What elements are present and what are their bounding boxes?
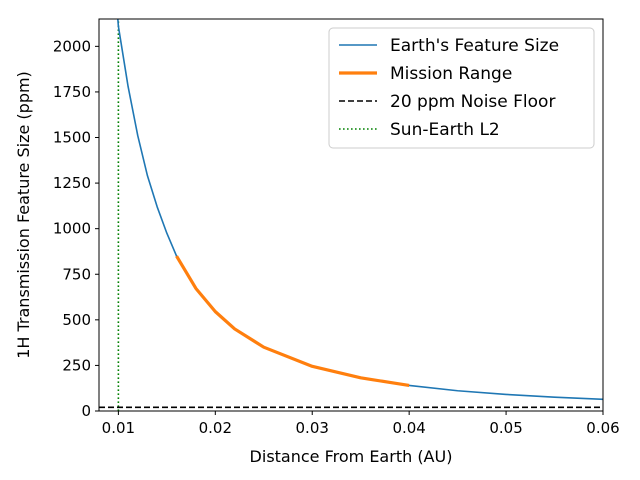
- legend-label: Mission Range: [390, 64, 512, 84]
- x-tick-label: 0.05: [489, 419, 522, 437]
- x-tick-label: 0.04: [392, 419, 425, 437]
- x-tick-label: 0.06: [586, 419, 619, 437]
- y-tick-label: 1000: [53, 220, 91, 238]
- x-tick-label: 0.03: [296, 419, 329, 437]
- x-tick-label: 0.02: [199, 419, 232, 437]
- legend-box: [328, 27, 595, 149]
- y-axis-label: 1H Transmission Feature Size (ppm): [14, 71, 33, 359]
- x-axis-label: Distance From Earth (AU): [250, 447, 453, 466]
- legend-label: 20 ppm Noise Floor: [390, 92, 555, 112]
- y-tick-label: 500: [62, 311, 91, 329]
- x-tick-label: 0.01: [102, 419, 135, 437]
- series-line-1: [175, 255, 410, 388]
- y-tick-label: 1750: [53, 83, 91, 101]
- y-tick-label: 0: [81, 402, 91, 420]
- y-tick-label: 1500: [53, 129, 91, 147]
- y-tick-label: 1250: [53, 174, 91, 192]
- y-tick-label: 250: [62, 356, 91, 374]
- plot-area: [99, 19, 603, 411]
- axes-frame: [98, 18, 604, 412]
- axes-ticks: 0.01 0.02 0.03 0.04 0.05 0.06 0 250 500 750 1000 12…: [53, 37, 620, 437]
- legend-label: Earth's Feature Size: [390, 36, 559, 56]
- y-tick-label: 2000: [53, 37, 91, 55]
- y-tick-label: 750: [62, 265, 91, 283]
- legend: Earth's Feature Size Mission Range 20 ppm …: [328, 27, 595, 149]
- legend-label: Sun-Earth L2: [390, 120, 500, 140]
